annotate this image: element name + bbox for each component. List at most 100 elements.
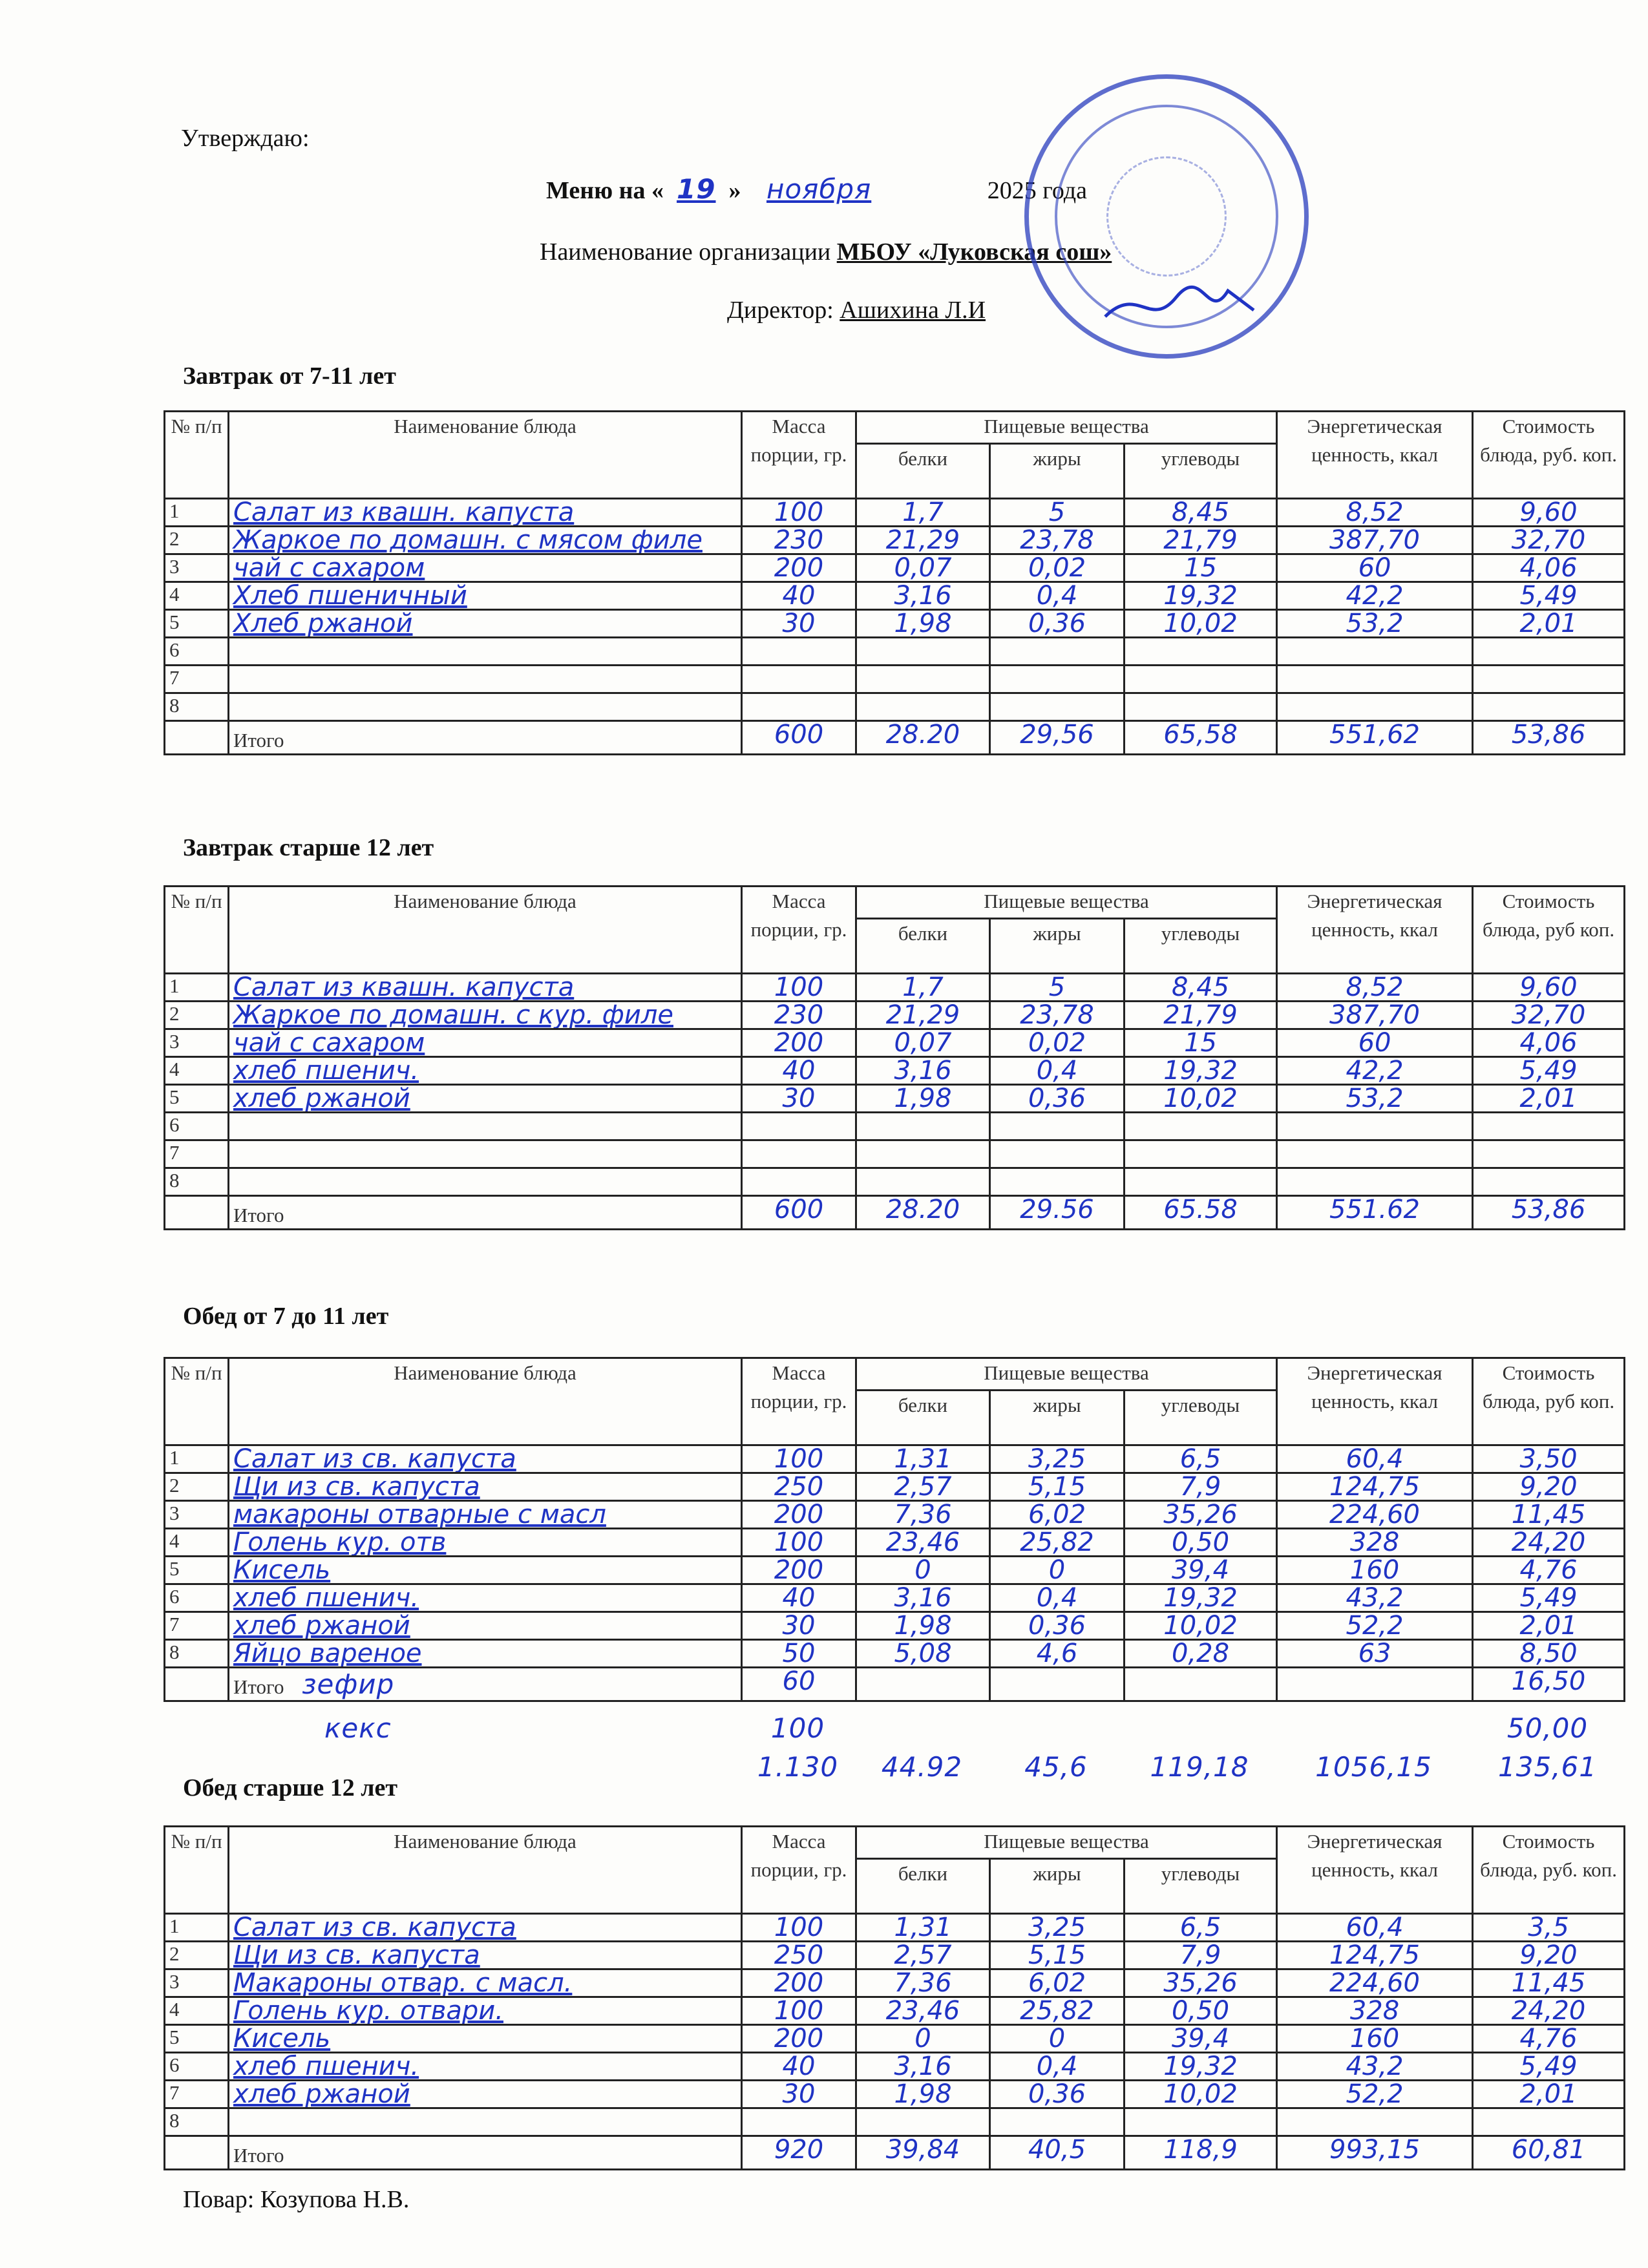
dish-fat: 25,82 <box>989 1996 1125 2026</box>
row-number: 3 <box>164 553 229 583</box>
table-row: 6 хлеб пшенич. 40 3,16 0,4 19,32 43,2 5,49 <box>164 1583 1626 1613</box>
dish-carbs: 15 <box>1123 553 1278 583</box>
dish-name: Щи из св. капуста <box>227 1472 743 1502</box>
row-number: 3 <box>164 1028 229 1058</box>
dish-carbs: 10,02 <box>1123 2079 1278 2109</box>
dish-mass <box>741 1139 857 1169</box>
dish-carbs: 19,32 <box>1123 2052 1278 2081</box>
dish-cost: 3,50 <box>1472 1444 1626 1474</box>
dish-protein: 21,29 <box>855 1000 991 1030</box>
dish-energy: 63 <box>1276 1639 1474 1668</box>
total-energy <box>1276 1666 1474 1702</box>
dish-mass <box>741 1167 857 1197</box>
dish-fat: 0,4 <box>989 2052 1125 2081</box>
col-header-mass: Масса порции, гр. <box>741 410 857 499</box>
dish-mass: 100 <box>741 972 857 1002</box>
col-header-mass: Масса порции, гр. <box>741 1825 857 1915</box>
dish-energy: 60 <box>1276 1028 1474 1058</box>
dish-fat: 3,25 <box>989 1913 1125 1942</box>
dish-mass: 230 <box>741 1000 857 1030</box>
table-row: 4 хлеб пшенич. 40 3,16 0,4 19,32 42,2 5,49 <box>164 1056 1626 1086</box>
total-mass: 920 <box>741 2135 857 2170</box>
dish-energy: 160 <box>1276 1555 1474 1585</box>
col-header-name: Наименование блюда <box>227 885 743 974</box>
dish-carbs <box>1123 636 1278 666</box>
dish-cost: 8,50 <box>1472 1639 1626 1668</box>
dish-name: Хлеб пшеничный <box>227 581 743 611</box>
col-header-carbs: углеводы <box>1123 1389 1278 1446</box>
dish-energy: 60,4 <box>1276 1913 1474 1942</box>
dish-cost: 2,01 <box>1472 1084 1626 1113</box>
dish-protein: 3,16 <box>855 2052 991 2081</box>
table-row: 3 Макароны отвар. с масл. 200 7,36 6,02 35,… <box>164 1968 1626 1998</box>
dish-fat: 0,36 <box>989 2079 1125 2109</box>
dish-cost: 11,45 <box>1472 1500 1626 1529</box>
dish-name: хлеб ржаной <box>227 2079 743 2109</box>
row-number: 3 <box>164 1500 229 1529</box>
dish-mass: 200 <box>741 1555 857 1585</box>
director-line: Директор: Ашихина Л.И <box>727 296 986 324</box>
total-protein: 28.20 <box>855 720 991 755</box>
row-number: 6 <box>164 636 229 666</box>
dish-protein: 7,36 <box>855 1968 991 1998</box>
dish-fat: 5 <box>989 972 1125 1002</box>
dish-name <box>227 1111 743 1141</box>
menu-table: № п/п Наименование блюда Масса порции, г… <box>164 1357 1626 1702</box>
dish-protein: 0,07 <box>855 553 991 583</box>
total-cost: 60,81 <box>1472 2135 1626 2170</box>
dish-fat: 0,36 <box>989 609 1125 638</box>
dish-protein: 1,31 <box>855 1913 991 1942</box>
row-number: 8 <box>164 692 229 722</box>
row-number: 8 <box>164 1639 229 1668</box>
dish-mass: 30 <box>741 2079 857 2109</box>
table-row: 1 Салат из св. капуста 100 1,31 3,25 6,5 60,… <box>164 1913 1626 1942</box>
dish-mass: 250 <box>741 1472 857 1502</box>
section-title: Обед от 7 до 11 лет <box>183 1303 389 1330</box>
col-header-fat: жиры <box>989 918 1125 974</box>
total-cost: 53,86 <box>1472 720 1626 755</box>
dish-name: хлеб пшенич. <box>227 1583 743 1613</box>
dish-carbs: 0,50 <box>1123 1996 1278 2026</box>
table-row: 8 <box>164 2107 1626 2137</box>
total-row: Итого 920 39,84 40,5 118,9 993,15 60,81 <box>164 2135 1626 2170</box>
dish-protein: 7,36 <box>855 1500 991 1529</box>
extra-item-cost: 50,00 <box>1506 1712 1589 1744</box>
table-row: 1 Салат из св. капуста 100 1,31 3,25 6,5 60,… <box>164 1444 1626 1474</box>
organization-line: Наименование организации МБОУ «Луковская… <box>540 238 1112 266</box>
dish-cost: 32,70 <box>1472 525 1626 555</box>
dish-carbs: 10,02 <box>1123 609 1278 638</box>
dish-energy <box>1276 1139 1474 1169</box>
dish-name: макароны отварные с масл <box>227 1500 743 1529</box>
dish-carbs: 10,02 <box>1123 1084 1278 1113</box>
dish-name: хлеб ржаной <box>227 1611 743 1641</box>
col-header-no: № п/п <box>164 410 229 499</box>
row-number: 8 <box>164 2107 229 2137</box>
dish-name: Жаркое по домашн. с кур. филе <box>227 1000 743 1030</box>
director-label: Директор: <box>727 297 834 324</box>
total-fat: 29,56 <box>989 720 1125 755</box>
total-cost: 53,86 <box>1472 1195 1626 1230</box>
grand-total-cost: 135,61 <box>1498 1751 1597 1783</box>
dish-protein: 1,7 <box>855 498 991 527</box>
dish-protein: 3,16 <box>855 1583 991 1613</box>
dish-energy: 52,2 <box>1276 2079 1474 2109</box>
dish-cost <box>1472 636 1626 666</box>
col-header-nutrients: Пищевые вещества <box>854 885 1278 919</box>
dish-protein: 1,31 <box>855 1444 991 1474</box>
row-number: 1 <box>164 972 229 1002</box>
col-header-fat: жиры <box>989 443 1125 499</box>
dish-fat: 0 <box>989 2024 1125 2053</box>
dish-name <box>227 1167 743 1197</box>
dish-energy: 53,2 <box>1276 609 1474 638</box>
total-fat: 40,5 <box>989 2135 1125 2170</box>
table-row: 7 <box>164 664 1626 694</box>
dish-mass: 40 <box>741 1056 857 1086</box>
grand-total-carbs: 119,18 <box>1150 1751 1249 1783</box>
row-number: 6 <box>164 1111 229 1141</box>
total-carbs <box>1123 1666 1278 1702</box>
dish-name: Макароны отвар. с масл. <box>227 1968 743 1998</box>
total-label: Итого <box>233 1204 284 1226</box>
dish-cost: 9,20 <box>1472 1940 1626 1970</box>
dish-protein: 2,57 <box>855 1472 991 1502</box>
dish-cost: 4,76 <box>1472 2024 1626 2053</box>
